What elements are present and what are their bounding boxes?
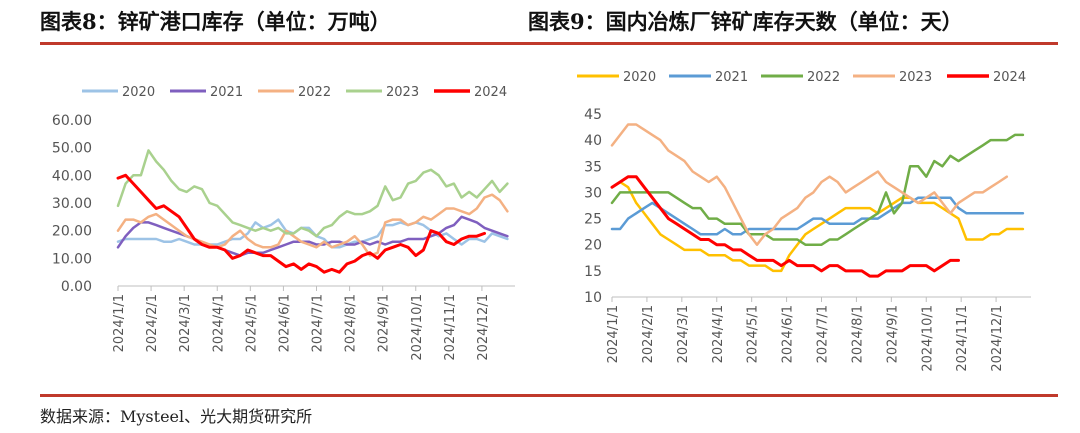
y-tick-label: 45 <box>584 107 602 123</box>
legend-label-2020: 2020 <box>623 70 656 85</box>
x-tick-label: 2024/6/1 <box>781 305 796 363</box>
legend-label-2022: 2022 <box>807 70 840 85</box>
legend-label-2021: 2021 <box>210 85 243 100</box>
x-tick-label: 2024/7/1 <box>816 305 831 363</box>
x-tick-label: 2024/9/1 <box>885 305 900 363</box>
y-tick-label: 10 <box>584 290 602 306</box>
x-tick-label: 2024/6/1 <box>277 294 292 352</box>
x-tick-label: 2024/11/1 <box>955 305 970 372</box>
x-tick-label: 2024/12/1 <box>476 294 491 361</box>
legend-label-2021: 2021 <box>715 70 748 85</box>
x-tick-label: 2024/10/1 <box>920 305 935 372</box>
y-tick-label: 30 <box>584 185 602 201</box>
y-tick-label: 20.00 <box>52 224 92 240</box>
series-line-2022 <box>610 133 1025 246</box>
y-tick-label: 0.00 <box>61 279 92 295</box>
y-tick-label: 20 <box>584 238 602 254</box>
series-line-2024 <box>610 175 960 278</box>
y-tick-label: 15 <box>584 264 602 280</box>
x-tick-label: 2024/3/1 <box>676 305 691 363</box>
legend-label-2024: 2024 <box>993 70 1026 85</box>
x-tick-label: 2024/10/1 <box>410 294 425 361</box>
y-tick-label: 50.00 <box>52 141 92 157</box>
y-tick-label: 10.00 <box>52 251 92 267</box>
y-tick-label: 25 <box>584 212 602 228</box>
legend-label-2020: 2020 <box>122 85 155 100</box>
x-tick-label: 2024/7/1 <box>311 294 326 352</box>
x-tick-label: 2024/1/1 <box>112 294 127 352</box>
legend-label-2022: 2022 <box>298 85 331 100</box>
x-tick-label: 2024/2/1 <box>641 305 656 363</box>
bottom-divider <box>40 394 1058 397</box>
series-line-2023 <box>610 123 1009 246</box>
x-tick-label: 2024/5/1 <box>746 305 761 363</box>
x-tick-label: 2024/4/1 <box>211 294 226 352</box>
top-divider <box>40 42 1058 45</box>
series-line-2021 <box>610 196 1025 236</box>
smelter-inventory-days-chart: 2020 2021 2022 2023 2024 10 15 20 25 30 35 40 45 2024… <box>577 70 1031 372</box>
y-tick-label: 40.00 <box>52 168 92 184</box>
x-tick-label: 2024/9/1 <box>377 294 392 352</box>
legend-label-2023: 2023 <box>899 70 932 85</box>
y-tick-label: 40 <box>584 133 602 149</box>
x-tick-label: 2024/8/1 <box>344 294 359 352</box>
right-chart-title: 图表9：国内冶炼厂锌矿库存天数（单位：天） <box>528 9 963 34</box>
y-tick-label: 30.00 <box>52 196 92 212</box>
left-chart-title: 图表8：锌矿港口库存（单位：万吨） <box>40 9 391 34</box>
legend-label-2023: 2023 <box>386 85 419 100</box>
x-tick-label: 2024/5/1 <box>244 294 259 352</box>
x-tick-label: 2024/11/1 <box>443 294 458 361</box>
x-tick-label: 2024/2/1 <box>145 294 160 352</box>
series-line-2023 <box>116 149 509 238</box>
x-tick-label: 2024/3/1 <box>178 294 193 352</box>
series-line-2022 <box>116 193 509 257</box>
series-line-2024 <box>116 173 486 274</box>
source-note: 数据来源：Mysteel、光大期货研究所 <box>40 407 313 426</box>
y-tick-label: 60.00 <box>52 113 92 129</box>
legend-label-2024: 2024 <box>474 85 507 100</box>
zinc-port-inventory-chart: 2020 2021 2022 2023 2024 0.00 10.00 20.00 30.00 4… <box>52 85 515 361</box>
x-tick-label: 2024/1/1 <box>606 305 621 363</box>
series-line-2020 <box>610 180 1025 273</box>
x-tick-label: 2024/4/1 <box>711 305 726 363</box>
x-tick-label: 2024/12/1 <box>990 305 1005 372</box>
x-tick-label: 2024/8/1 <box>850 305 865 363</box>
y-tick-label: 35 <box>584 159 602 175</box>
